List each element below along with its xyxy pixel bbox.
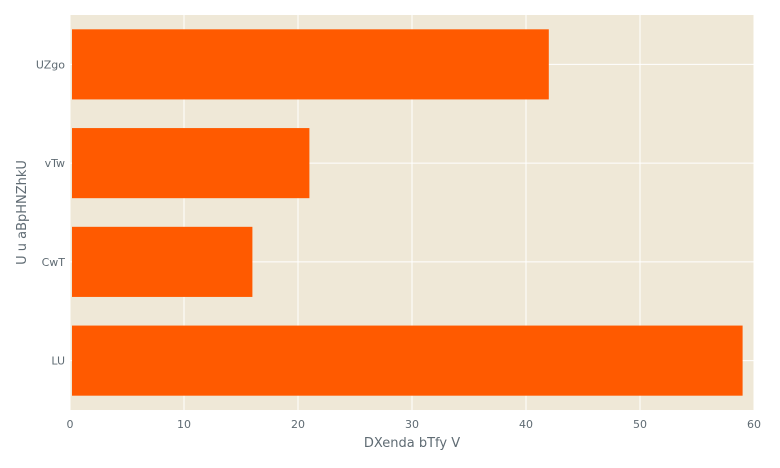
- x-tick-label-4: 40: [519, 418, 533, 431]
- bar-1: [72, 128, 310, 199]
- x-tick-label-3: 30: [405, 418, 419, 431]
- x-tick-label-6: 60: [747, 418, 761, 431]
- y-axis-title: U u aBpHNZhkU: [15, 160, 30, 265]
- bars: [72, 29, 743, 396]
- x-tick-label-2: 20: [291, 418, 305, 431]
- x-axis-title: DXenda bTfy V: [364, 436, 460, 451]
- bar-0: [72, 29, 549, 100]
- x-tick-label-0: 0: [67, 418, 74, 431]
- y-tick-label-3: LU: [51, 355, 65, 368]
- x-tick-label-1: 10: [177, 418, 191, 431]
- y-tick-label-0: UZgo: [36, 58, 65, 71]
- y-tick-label-1: vTw: [45, 157, 65, 170]
- x-axis-ticks: 0 10 20 30 40 50 60: [67, 418, 762, 431]
- x-tick-label-5: 50: [633, 418, 647, 431]
- y-tick-label-2: CwT: [42, 256, 66, 269]
- bar-2: [72, 226, 253, 297]
- bar-3: [72, 325, 743, 396]
- y-axis-ticks: UZgo vTw CwT LU: [36, 58, 65, 367]
